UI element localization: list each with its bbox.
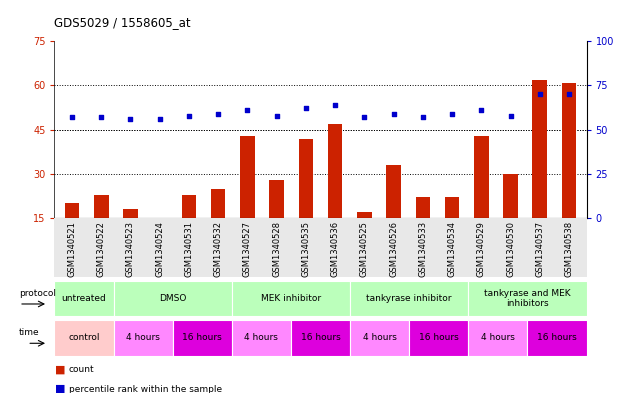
Bar (474, 136, 488, 218)
Text: count: count (69, 365, 94, 374)
Bar (562, 83, 576, 218)
Bar (299, 138, 313, 218)
Text: GSM1340531: GSM1340531 (185, 221, 194, 277)
Text: 4 hours: 4 hours (126, 334, 160, 342)
Text: ■: ■ (54, 384, 65, 393)
Text: DMSO: DMSO (159, 294, 187, 303)
Point (447, 111, 457, 117)
Bar (113, 320, 172, 356)
Bar (533, 79, 547, 218)
Bar (387, 165, 401, 218)
Bar (350, 320, 409, 356)
Text: GSM1340536: GSM1340536 (331, 221, 340, 277)
Bar (240, 136, 254, 218)
Bar (469, 320, 528, 356)
Point (96, 114, 106, 120)
Bar (528, 320, 587, 356)
Text: GDS5029 / 1558605_at: GDS5029 / 1558605_at (54, 16, 191, 29)
Point (184, 112, 194, 119)
Bar (269, 180, 284, 218)
Point (388, 111, 399, 117)
Text: 16 hours: 16 hours (301, 334, 340, 342)
Bar (123, 209, 138, 218)
Text: GSM1340534: GSM1340534 (447, 221, 456, 277)
Bar (232, 320, 291, 356)
Text: GSM1340521: GSM1340521 (67, 221, 76, 277)
Text: tankyrase and MEK
inhibitors: tankyrase and MEK inhibitors (484, 289, 570, 309)
Text: GSM1340529: GSM1340529 (477, 221, 486, 277)
Bar (409, 320, 469, 356)
Bar (181, 195, 196, 218)
Text: GSM1340526: GSM1340526 (389, 221, 398, 277)
Text: percentile rank within the sample: percentile rank within the sample (69, 385, 222, 393)
Text: GSM1340525: GSM1340525 (360, 221, 369, 277)
Text: control: control (69, 334, 100, 342)
Bar (357, 212, 372, 218)
Bar (172, 320, 232, 356)
Text: untreated: untreated (62, 294, 106, 303)
Point (330, 102, 340, 108)
Point (126, 116, 136, 122)
Point (418, 114, 428, 120)
Point (564, 91, 574, 97)
Text: GSM1340528: GSM1340528 (272, 221, 281, 277)
Text: 16 hours: 16 hours (183, 334, 222, 342)
Bar (65, 204, 79, 218)
Text: GSM1340530: GSM1340530 (506, 221, 515, 277)
Text: 4 hours: 4 hours (363, 334, 397, 342)
Text: 16 hours: 16 hours (537, 334, 577, 342)
Text: GSM1340533: GSM1340533 (419, 221, 428, 277)
Bar (113, 281, 232, 316)
Text: GSM1340535: GSM1340535 (301, 221, 310, 277)
Text: GSM1340522: GSM1340522 (97, 221, 106, 277)
Text: time: time (19, 328, 40, 337)
Point (535, 91, 545, 97)
Bar (445, 197, 460, 218)
Bar (328, 124, 342, 218)
Bar (94, 195, 108, 218)
Point (213, 111, 223, 117)
Point (301, 105, 311, 112)
Bar (350, 281, 469, 316)
Point (67, 114, 77, 120)
Text: 4 hours: 4 hours (481, 334, 515, 342)
Point (154, 116, 165, 122)
Bar (54, 281, 113, 316)
Text: 4 hours: 4 hours (244, 334, 278, 342)
Point (359, 114, 369, 120)
Point (272, 112, 282, 119)
Bar (291, 320, 350, 356)
Text: MEK inhibitor: MEK inhibitor (261, 294, 321, 303)
Text: GSM1340537: GSM1340537 (535, 221, 544, 277)
Text: GSM1340524: GSM1340524 (155, 221, 164, 277)
Bar (54, 320, 113, 356)
Bar (232, 281, 350, 316)
Text: GSM1340523: GSM1340523 (126, 221, 135, 277)
Text: GSM1340538: GSM1340538 (565, 221, 574, 277)
Point (476, 107, 487, 113)
Text: protocol: protocol (19, 289, 56, 298)
Text: 16 hours: 16 hours (419, 334, 458, 342)
Bar (469, 281, 587, 316)
Point (505, 112, 515, 119)
Text: ■: ■ (54, 364, 65, 375)
Text: tankyrase inhibitor: tankyrase inhibitor (367, 294, 452, 303)
Text: GSM1340532: GSM1340532 (213, 221, 222, 277)
Bar (415, 197, 430, 218)
Bar (503, 174, 518, 218)
Bar (54, 218, 587, 277)
Point (242, 107, 253, 113)
Text: GSM1340527: GSM1340527 (243, 221, 252, 277)
Bar (211, 189, 226, 218)
